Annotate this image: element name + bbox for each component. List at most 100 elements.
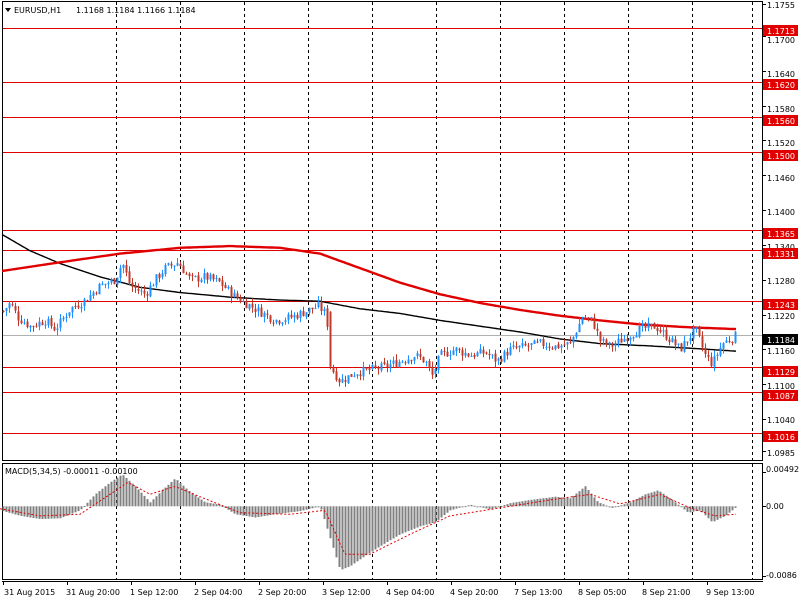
macd-bar	[140, 492, 143, 507]
macd-bar	[659, 491, 662, 507]
macd-tick: 0.00492	[766, 465, 799, 474]
macd-bar	[383, 506, 386, 544]
macd-bar	[257, 506, 260, 517]
candle-body	[545, 346, 548, 348]
ma-slow-line	[1, 244, 737, 331]
macd-bar	[497, 506, 500, 508]
candle-body	[380, 363, 383, 371]
candle-body	[695, 327, 698, 329]
macd-bar	[470, 504, 473, 507]
macd-bar	[344, 506, 347, 569]
macd-bar	[374, 506, 377, 550]
candle-body	[242, 300, 245, 302]
macd-bar	[350, 506, 353, 566]
candle-body	[89, 294, 92, 301]
candle-body	[599, 331, 602, 342]
level-tag: 1.1500	[767, 152, 795, 161]
candle-body	[14, 305, 17, 311]
candle-body	[482, 349, 485, 354]
level-tag: 1.1713	[767, 27, 795, 36]
candle-body	[167, 263, 170, 265]
candle-body	[734, 331, 737, 343]
symbol-timeframe[interactable]: EURUSD,H1	[14, 6, 61, 15]
macd-bar	[101, 488, 104, 507]
candle-body	[497, 358, 500, 361]
candle-body	[230, 287, 233, 298]
candle-body	[716, 354, 719, 356]
macd-bar	[377, 506, 380, 548]
candle-body	[623, 338, 626, 342]
candle-body	[260, 307, 263, 317]
macd-bar	[122, 475, 125, 507]
candle-body	[410, 360, 413, 362]
candle-body	[422, 356, 425, 363]
macd-bar	[65, 506, 68, 516]
macd-bar	[266, 506, 269, 516]
candle-body	[692, 327, 695, 339]
candle-body	[530, 343, 533, 346]
candle-body	[443, 350, 446, 352]
symbol-dropdown-icon[interactable]	[5, 8, 11, 12]
candle-body	[20, 320, 23, 324]
candle-body	[83, 299, 86, 306]
candle-body	[680, 343, 683, 352]
macd-bar	[176, 480, 179, 507]
macd-bar	[539, 498, 542, 507]
macd-bar	[284, 506, 287, 513]
macd-bar	[299, 506, 302, 512]
candle-body	[359, 374, 362, 376]
candle-body	[473, 354, 476, 357]
macd-bar	[44, 506, 47, 519]
macd-bar	[551, 497, 554, 507]
time-tick: 4 Sep 04:00	[386, 588, 434, 597]
macd-bar	[584, 486, 587, 507]
macd-bar	[59, 506, 62, 519]
macd-bar	[131, 483, 134, 507]
price-tick: 1.1400	[767, 208, 795, 217]
candle-body	[47, 318, 50, 325]
macd-bar	[548, 497, 551, 507]
macd-bar	[167, 484, 170, 507]
macd-bar	[317, 506, 320, 508]
candle-body	[554, 345, 557, 350]
macd-bar	[707, 506, 710, 519]
macd-label: MACD(5,34,5) -0.00011 -0.00100	[5, 467, 138, 476]
macd-bar	[656, 490, 659, 507]
candle-body	[164, 265, 167, 275]
candle-body	[2, 311, 5, 312]
candle-body	[500, 358, 503, 362]
candle-body	[641, 324, 644, 327]
candle-body	[542, 339, 545, 347]
candle-body	[254, 308, 257, 312]
price-tick: 1.1100	[767, 382, 795, 391]
macd-bar	[626, 503, 629, 507]
candle-body	[68, 312, 71, 316]
candle-body	[590, 317, 593, 318]
macd-bar	[29, 506, 32, 518]
candle-body	[722, 343, 725, 349]
candle-body	[605, 339, 608, 345]
macd-bar	[437, 506, 440, 520]
candle-body	[638, 326, 641, 337]
candle-body	[596, 328, 599, 331]
candle-body	[479, 348, 482, 354]
macd-bar	[452, 506, 455, 510]
candle-body	[119, 267, 122, 278]
candle-body	[311, 307, 314, 310]
candle-body	[377, 367, 380, 370]
price-tick: 1.1755	[767, 1, 795, 10]
candle-body	[62, 317, 65, 320]
candle-body	[191, 275, 194, 277]
macd-bar	[83, 506, 86, 507]
candle-body	[518, 345, 521, 348]
macd-bar	[353, 506, 356, 564]
candle-body	[71, 306, 74, 313]
time-tick: 1 Sep 12:00	[130, 588, 178, 597]
macd-bar	[113, 479, 116, 507]
macd-bar	[371, 506, 374, 552]
macd-bar	[164, 487, 167, 507]
macd-bar	[239, 506, 242, 516]
candle-body	[347, 375, 350, 383]
macd-bar	[653, 491, 656, 507]
